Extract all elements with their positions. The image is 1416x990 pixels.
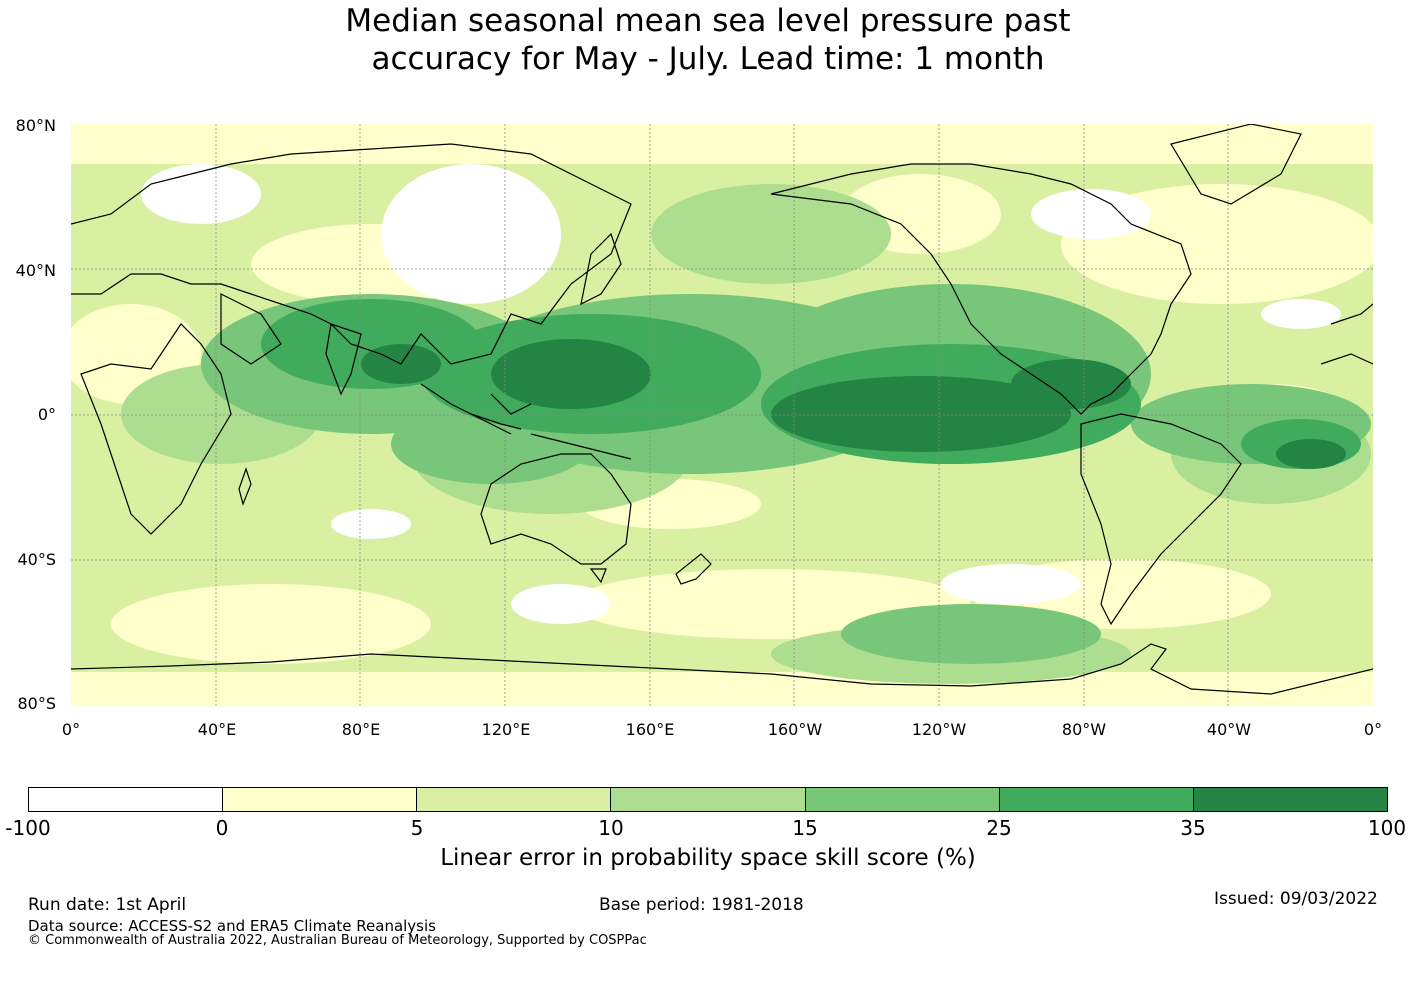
lon-label-40e: 40°E	[197, 720, 237, 739]
lon-label-160w: 160°W	[767, 720, 823, 739]
lon-label-160e: 160°E	[625, 720, 675, 739]
map-svg	[71, 124, 1373, 706]
colorbar-segment	[29, 788, 224, 811]
lat-label-80n: 80°N	[15, 116, 56, 135]
lat-label-equator: 0°	[37, 405, 56, 424]
skill-score-map	[71, 124, 1373, 706]
coastlines	[71, 124, 1373, 695]
colorbar-tick: 5	[410, 816, 424, 840]
issued-date: Issued: 09/03/2022	[1214, 889, 1378, 909]
colorbar-tick: -100	[5, 816, 51, 840]
lon-label-80w: 80°W	[1061, 720, 1107, 739]
colorbar-label: Linear error in probability space skill …	[440, 845, 976, 871]
graticule	[71, 124, 1373, 706]
lon-label-80e: 80°E	[341, 720, 381, 739]
colorbar-segment	[1193, 788, 1387, 811]
colorbar-tick: 25	[986, 816, 1012, 840]
colorbar-tick: 100	[1367, 816, 1407, 840]
colorbar-segment	[611, 788, 806, 811]
colorbar	[28, 787, 1388, 812]
colorbar-segment	[999, 788, 1194, 811]
lon-label-0-right: 0°	[1363, 720, 1383, 739]
lat-label-80s: 80°S	[17, 694, 56, 713]
colorbar-tick: 15	[792, 816, 818, 840]
colorbar-tick: 10	[598, 816, 624, 840]
colorbar-segment	[417, 788, 612, 811]
map-title: Median seasonal mean sea level pressure …	[0, 2, 1416, 78]
lat-label-40n: 40°N	[15, 261, 56, 280]
run-date: Run date: 1st April	[28, 895, 187, 915]
colorbar-segment	[805, 788, 1000, 811]
lon-label-120w: 120°W	[911, 720, 967, 739]
base-period: Base period: 1981-2018	[599, 895, 804, 915]
lon-label-120e: 120°E	[481, 720, 531, 739]
data-source: Data source: ACCESS-S2 and ERA5 Climate …	[28, 917, 436, 935]
colorbar-segment	[223, 788, 418, 811]
title-line-1: Median seasonal mean sea level pressure …	[345, 3, 1071, 39]
copyright: © Commonwealth of Australia 2022, Austra…	[28, 933, 647, 948]
title-line-2: accuracy for May - July. Lead time: 1 mo…	[371, 41, 1045, 77]
lat-label-40s: 40°S	[17, 550, 56, 569]
lon-label-0: 0°	[61, 720, 81, 739]
colorbar-tick: 0	[215, 816, 229, 840]
lon-label-40w: 40°W	[1206, 720, 1252, 739]
colorbar-tick: 35	[1180, 816, 1206, 840]
